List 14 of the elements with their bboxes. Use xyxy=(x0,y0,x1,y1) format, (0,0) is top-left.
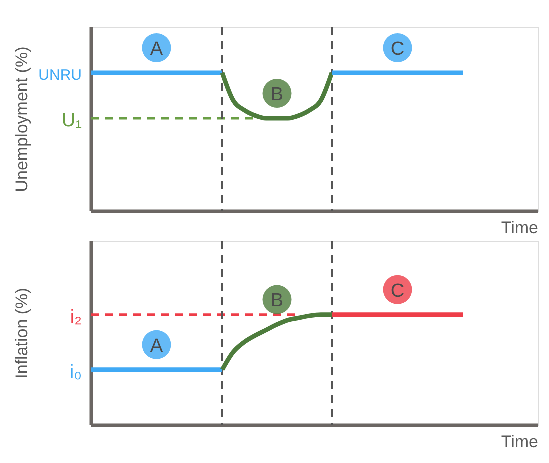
series-label: C xyxy=(390,280,405,302)
series-label: A xyxy=(150,336,164,357)
y-axis-title: Unemployment (%) xyxy=(12,46,32,192)
series-label: A xyxy=(150,38,164,60)
text: UNRU xyxy=(38,66,82,84)
x-axis-title: Time xyxy=(501,218,538,238)
text: U₁ xyxy=(62,110,82,132)
series-label: C xyxy=(390,38,405,60)
series-label: B xyxy=(270,84,284,106)
x-axis-title: Time xyxy=(501,432,538,452)
text: i₂ xyxy=(70,306,82,328)
series-label: B xyxy=(270,290,284,312)
text: i₀ xyxy=(70,362,82,383)
y-axis-title: Inflation (%) xyxy=(12,288,32,379)
